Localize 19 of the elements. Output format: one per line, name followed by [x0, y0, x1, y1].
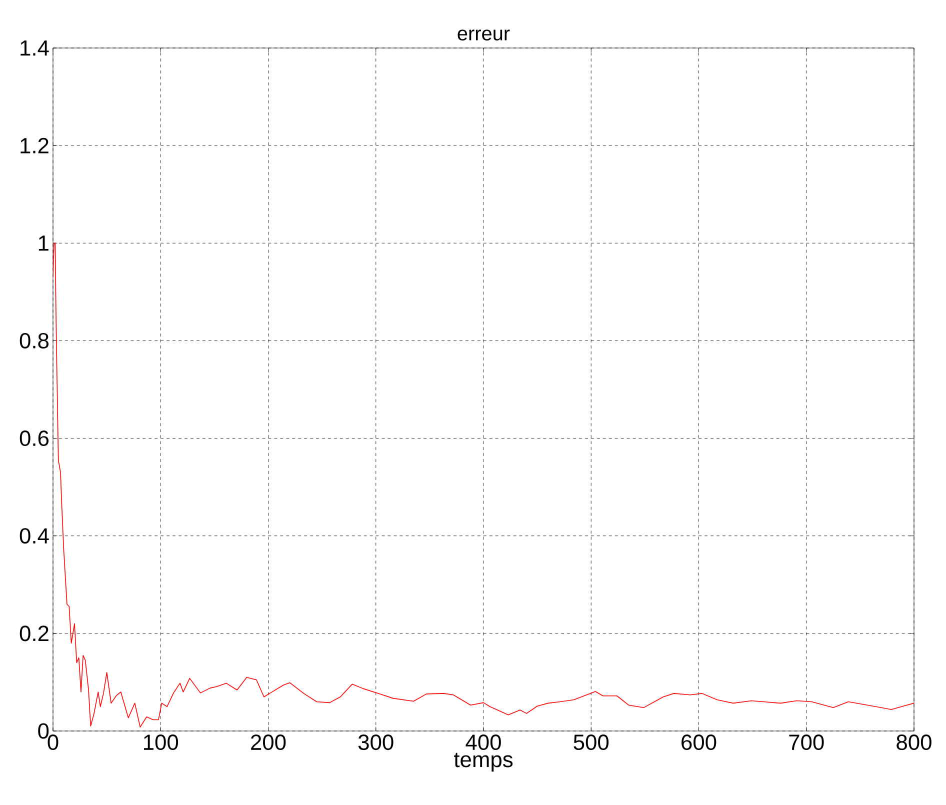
x-tick-label: 700 — [789, 734, 824, 750]
x-tick-label: 500 — [574, 734, 609, 750]
x-tick-label: 800 — [896, 734, 932, 750]
x-tick-label: 400 — [466, 734, 501, 750]
x-tick-label: 100 — [144, 734, 178, 750]
y-tick-label: 0.4 — [20, 528, 49, 544]
y-tick-label: 0 — [38, 723, 49, 739]
y-tick-label: 1.2 — [20, 138, 48, 154]
x-tick-label: 200 — [251, 734, 286, 750]
y-tick-label: 1.4 — [20, 40, 49, 56]
x-tick-label: 600 — [682, 734, 716, 750]
y-tick-label: 0.2 — [20, 626, 48, 642]
line-series — [53, 242, 914, 728]
y-tick-label: 1 — [38, 236, 48, 251]
y-tick-label: 0.6 — [20, 430, 49, 446]
x-axis-title: temps — [454, 752, 513, 772]
x-tick-label: 300 — [358, 734, 394, 750]
y-tick-label: 0.8 — [20, 332, 49, 348]
chart-title: erreur — [458, 30, 510, 40]
